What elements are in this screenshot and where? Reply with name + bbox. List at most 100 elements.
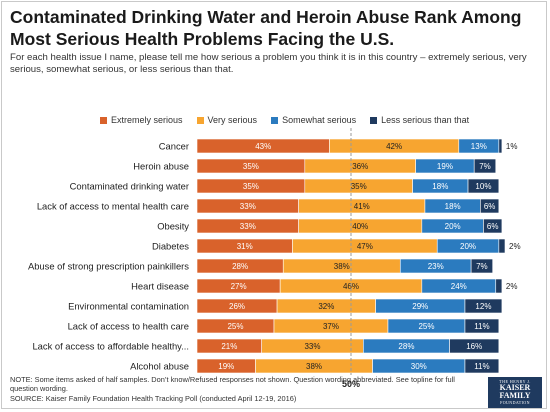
- data-label: 16%: [466, 342, 482, 351]
- bar-row: Obesity 33% 40% 20% 6%: [157, 218, 503, 234]
- data-label: 20%: [460, 242, 476, 251]
- legend-item-3: Less serious than that: [370, 115, 469, 125]
- data-label: 18%: [432, 182, 448, 191]
- data-label: 27%: [231, 282, 247, 291]
- data-label: 37%: [323, 322, 339, 331]
- bar-row: Lack of access to mental health care 33% 4…: [37, 198, 500, 214]
- category-label: Contaminated drinking water: [70, 181, 189, 192]
- kff-logo: THE HENRY J. KAISER FAMILY FOUNDATION: [488, 377, 542, 408]
- data-label: 19%: [218, 362, 234, 371]
- logo-line2: KAISER: [499, 383, 531, 392]
- data-label: 13%: [471, 142, 487, 151]
- data-label: 24%: [451, 282, 467, 291]
- category-label: Alcohol abuse: [130, 361, 189, 372]
- data-label: 35%: [351, 182, 367, 191]
- bar-row: Abuse of strong prescription painkillers…: [28, 258, 493, 274]
- legend-label: Extremely serious: [111, 115, 183, 125]
- bar-row: Heart disease 27% 46% 24% 2%: [131, 278, 518, 294]
- legend-label: Less serious than that: [381, 115, 470, 125]
- legend-swatch: [370, 116, 378, 124]
- legend-label: Very serious: [207, 115, 258, 125]
- category-label: Lack of access to mental health care: [37, 201, 189, 212]
- chart-title: Contaminated Drinking Water and Heroin A…: [10, 7, 522, 49]
- data-label: 10%: [475, 182, 491, 191]
- data-label: 33%: [240, 202, 256, 211]
- data-label: 35%: [243, 162, 259, 171]
- bar-segment: [464, 318, 500, 334]
- bar-row: Cancer 43% 42% 13% 1%: [159, 138, 518, 154]
- reference-line-label: 50%: [342, 379, 360, 389]
- bar-row: Heroin abuse 35% 36% 19% 7%: [133, 158, 497, 174]
- data-label: 33%: [304, 342, 320, 351]
- data-label: 43%: [255, 142, 271, 151]
- bar-row: Lack of access to affordable healthy... 2…: [32, 338, 500, 354]
- chart-source: SOURCE: Kaiser Family Foundation Health …: [10, 394, 297, 403]
- data-label: 29%: [412, 302, 428, 311]
- data-label: 7%: [476, 262, 488, 271]
- bar-row: Environmental contamination 26% 32% 29% 12%: [68, 298, 503, 314]
- data-label: 30%: [411, 362, 427, 371]
- bar-segment: [464, 298, 503, 314]
- bar-segment: [495, 278, 503, 294]
- data-label: 25%: [227, 322, 243, 331]
- data-label: 21%: [221, 342, 237, 351]
- data-label: 12%: [475, 302, 491, 311]
- data-label: 2%: [509, 242, 521, 251]
- data-label: 11%: [474, 322, 489, 331]
- data-label: 19%: [437, 162, 453, 171]
- legend-swatch: [271, 116, 279, 124]
- legend: Extremely serious Very serious Somewhat se…: [100, 115, 540, 125]
- legend-item-1: Very serious: [196, 115, 258, 125]
- data-label: 41%: [354, 202, 370, 211]
- legend-swatch: [100, 116, 107, 124]
- category-label: Abuse of strong prescription painkillers: [28, 261, 189, 272]
- data-label: 42%: [386, 142, 402, 151]
- logo-line1: THE HENRY J.: [499, 379, 531, 384]
- data-label: 32%: [318, 302, 334, 311]
- category-label: Heart disease: [131, 281, 189, 292]
- category-label: Cancer: [159, 141, 189, 152]
- category-label: Lack of access to health care: [68, 321, 189, 332]
- data-label: 26%: [229, 302, 245, 311]
- data-label: 31%: [237, 242, 253, 251]
- data-label: 38%: [306, 362, 322, 371]
- data-label: 35%: [243, 182, 259, 191]
- legend-label: Somewhat serious: [282, 115, 357, 125]
- legend-item-2: Somewhat serious: [271, 115, 356, 125]
- data-label: 11%: [474, 362, 489, 371]
- bar-segment: [480, 198, 500, 214]
- data-label: 28%: [398, 342, 414, 351]
- data-label: 23%: [428, 262, 444, 271]
- bar-row: Lack of access to health care 25% 37% 25% 11…: [68, 318, 500, 334]
- data-label: 6%: [484, 202, 496, 211]
- category-label: Obesity: [157, 221, 189, 232]
- category-label: Diabetes: [152, 241, 189, 252]
- bar-segment: [498, 138, 503, 154]
- category-label: Heroin abuse: [133, 161, 189, 172]
- bar-segment: [470, 258, 493, 274]
- bar-segment: [467, 178, 500, 194]
- bar-row: Alcohol abuse 19% 38% 30% 11%: [130, 358, 500, 374]
- data-label: 2%: [506, 282, 518, 291]
- data-label: 40%: [352, 222, 368, 231]
- legend-swatch: [196, 116, 204, 124]
- data-label: 36%: [352, 162, 368, 171]
- bar-segment: [449, 338, 500, 354]
- bar-segment: [473, 158, 497, 174]
- data-label: 7%: [479, 162, 491, 171]
- chart-note: NOTE: Some items asked of half samples. …: [10, 375, 455, 394]
- logo-line3: FAMILY: [499, 391, 531, 400]
- bar-row: Diabetes 31% 47% 20% 2%: [152, 238, 521, 254]
- data-label: 25%: [418, 322, 434, 331]
- bar-row: Contaminated drinking water 35% 35% 18% 10%: [70, 178, 500, 194]
- bar-segment: [498, 238, 506, 254]
- bar-segment: [483, 218, 503, 234]
- legend-item-0: Extremely serious: [100, 115, 183, 125]
- chart-subtitle: For each health issue I name, please tel…: [10, 52, 527, 75]
- category-label: Environmental contamination: [68, 301, 189, 312]
- data-label: 6%: [487, 222, 499, 231]
- data-label: 1%: [506, 142, 518, 151]
- data-label: 38%: [334, 262, 350, 271]
- data-label: 18%: [445, 202, 461, 211]
